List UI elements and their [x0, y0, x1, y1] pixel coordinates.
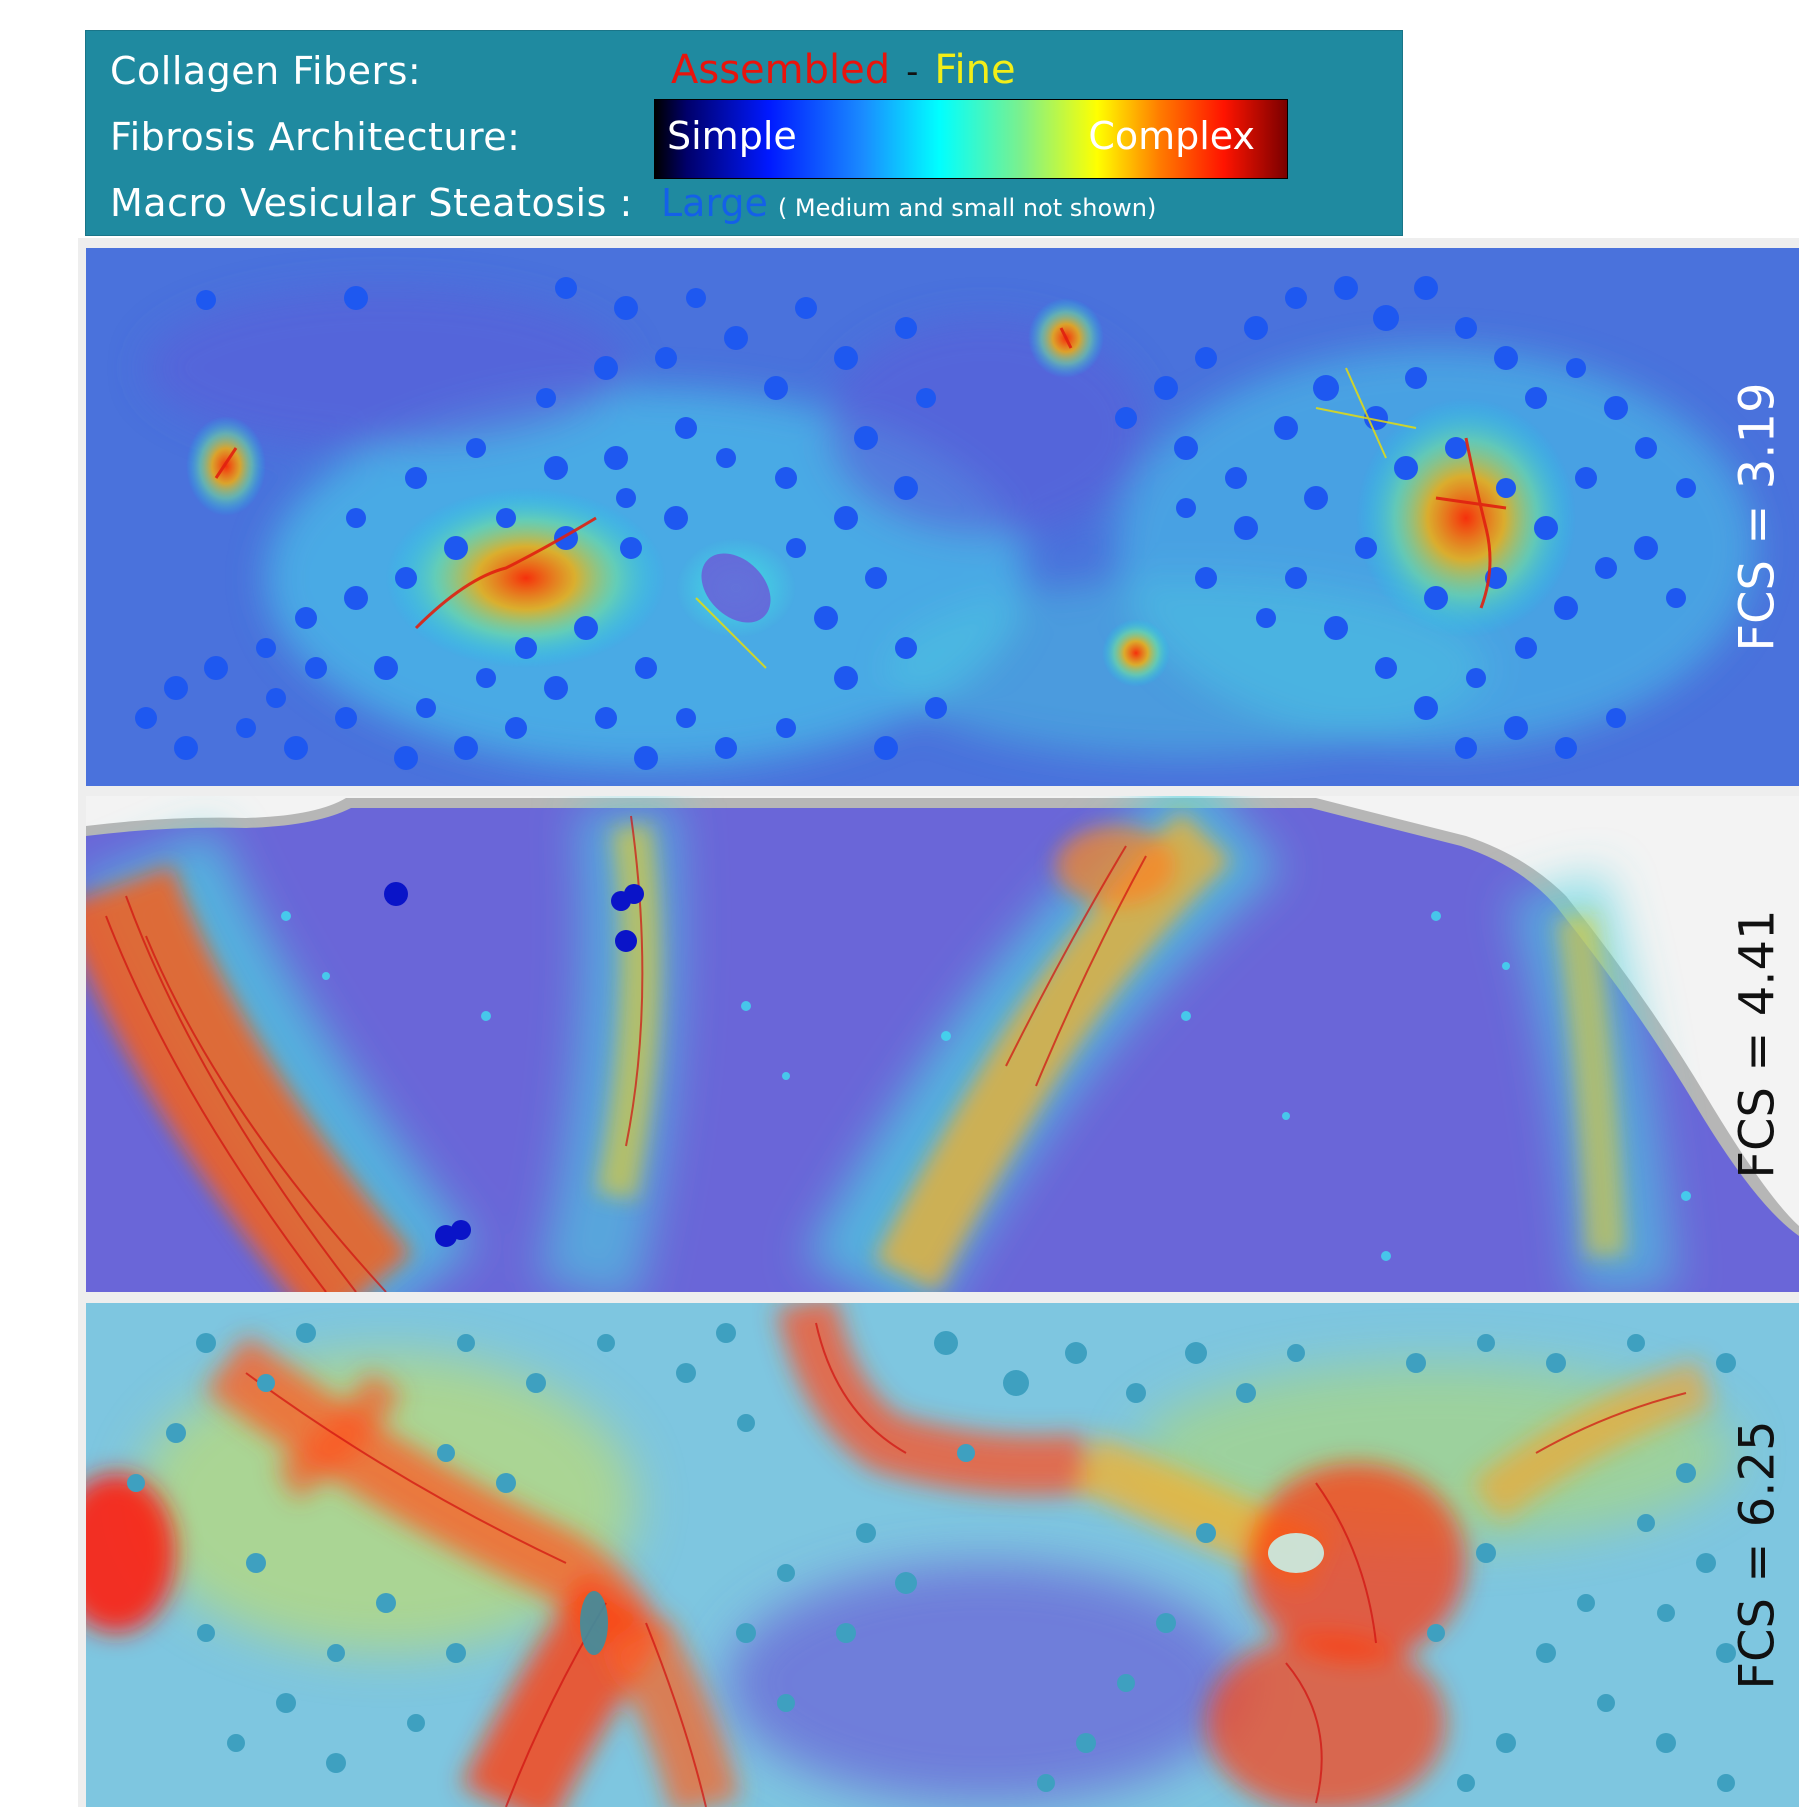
heatmap-panel-2: [86, 796, 1799, 1292]
steatosis-label: Macro Vesicular Steatosis :: [110, 181, 633, 225]
tissue-heatmap-1: [86, 248, 1799, 786]
steatosis-key: Large ( Medium and small not shown): [661, 181, 1156, 225]
assembled-key: Assembled: [671, 47, 890, 93]
fcs-label-panel-3: FCS = 6.25: [1723, 1303, 1793, 1807]
colorbar-complex-label: Complex: [1088, 114, 1255, 158]
tissue-heatmap-3: [86, 1303, 1799, 1807]
large-steatosis-key: Large: [661, 181, 768, 225]
colorbar-simple-label: Simple: [667, 114, 797, 158]
fcs-label-panel-2: FCS = 4.41: [1723, 796, 1793, 1292]
fcs-label-panel-1: FCS = 3.19: [1723, 248, 1793, 786]
legend-box: Collagen Fibers: Assembled - Fine Fibrosis…: [85, 30, 1403, 236]
heatmap-panel-3: [86, 1303, 1799, 1807]
steatosis-note: ( Medium and small not shown): [778, 194, 1156, 222]
collagen-fibers-label: Collagen Fibers:: [110, 49, 421, 93]
fcs-value-3: FCS = 6.25: [1730, 1420, 1786, 1689]
fibrosis-colorbar: Simple Complex: [654, 99, 1288, 179]
fibrosis-architecture-label: Fibrosis Architecture:: [110, 115, 520, 159]
tissue-heatmap-2: [86, 796, 1799, 1292]
heatmap-panel-1: [86, 248, 1799, 786]
fcs-value-1: FCS = 3.19: [1730, 382, 1786, 651]
fcs-value-2: FCS = 4.41: [1730, 909, 1786, 1178]
key-separator: -: [906, 52, 918, 92]
collagen-fiber-key: Assembled - Fine: [671, 47, 1016, 93]
fine-key: Fine: [934, 47, 1015, 93]
